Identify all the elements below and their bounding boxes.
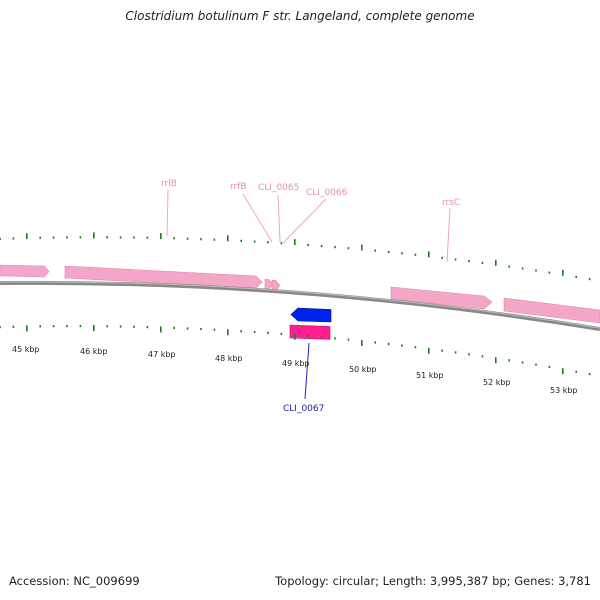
axis-label-50kbp: 50 kbp <box>349 365 377 374</box>
cds-arrow-forward[interactable] <box>290 307 332 323</box>
leader-rrsC <box>446 207 451 263</box>
axis-label-51kbp: 51 kbp <box>416 371 444 380</box>
genome-backbone-highlight <box>0 281 600 329</box>
genome-summary-text: Topology: circular; Length: 3,995,387 bp… <box>275 574 591 588</box>
axis-label-52kbp: 52 kbp <box>483 378 511 387</box>
axis-label-48kbp: 48 kbp <box>215 354 243 363</box>
rrna-arrow-rrfB[interactable] <box>264 278 274 290</box>
feature-label-rrlB[interactable]: rrlB <box>161 179 177 189</box>
feature-label-cli0065[interactable]: CLI_0065 <box>258 183 299 193</box>
genome-backbone <box>0 280 600 331</box>
axis-label-46kbp: 46 kbp <box>80 347 108 356</box>
feature-label-rrsC[interactable]: rrsC <box>442 198 460 208</box>
rrna-features <box>0 264 600 324</box>
cds-arrow-cli0067[interactable] <box>289 324 331 340</box>
rrna-arrow[interactable] <box>0 264 50 278</box>
feature-label-cli0066[interactable]: CLI_0066 <box>306 188 348 198</box>
rrna-arrow[interactable] <box>503 297 600 324</box>
leader-cli0067 <box>304 342 310 400</box>
label-leaders <box>166 189 451 263</box>
feature-label-rrfB[interactable]: rrfB <box>230 182 247 192</box>
axis-label-49kbp: 49 kbp <box>282 359 310 368</box>
leader-rrlB <box>166 189 169 237</box>
leader-cli0065 <box>277 194 281 243</box>
leader-rrfB <box>242 193 273 243</box>
accession-text: Accession: NC_009699 <box>9 574 140 588</box>
leader-cli0066 <box>282 198 327 244</box>
inner-tick-row <box>0 325 591 376</box>
axis-label-45kbp: 45 kbp <box>12 345 40 354</box>
rrna-arrow-rrsC[interactable] <box>390 286 493 310</box>
rrna-arrow-rrlB[interactable] <box>64 265 263 289</box>
axis-label-47kbp: 47 kbp <box>148 350 176 359</box>
page-title: Clostridium botulinum F str. Langeland, … <box>125 9 475 23</box>
rrna-arrow-small[interactable] <box>271 279 281 291</box>
axis-label-53kbp: 53 kbp <box>550 386 578 395</box>
outer-tick-row <box>0 232 591 281</box>
feature-label-cli0067[interactable]: CLI_0067 <box>283 404 324 414</box>
